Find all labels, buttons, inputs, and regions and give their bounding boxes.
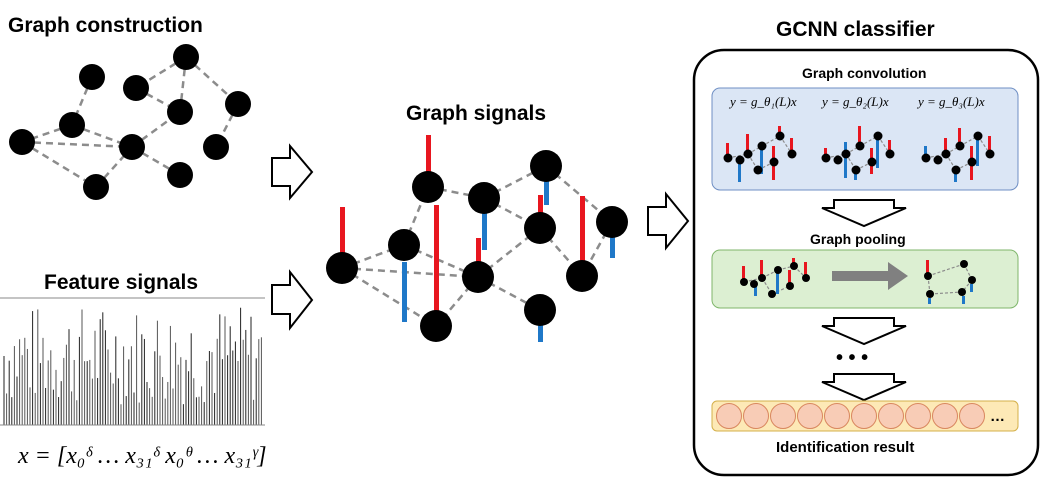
pooling-arrow	[832, 262, 908, 290]
arrow-to-output	[821, 373, 907, 402]
graph-construction-title: Graph construction	[8, 14, 203, 37]
signal-graph-nodes	[326, 150, 628, 342]
feature-signal-bars	[3, 307, 262, 425]
output-unit	[770, 403, 796, 429]
filter-formula-3: y = g_θ₃(L)x	[916, 94, 985, 109]
graph-convolution-label: Graph convolution	[802, 65, 926, 81]
graph-signals-title: Graph signals	[406, 102, 546, 125]
signal-graph	[326, 135, 628, 342]
output-unit	[932, 403, 958, 429]
feature-vector-formula: x = [x₀ᵟ … x₃₁ᵟ x₀ᶿ … x₃₁ᵞ]	[17, 443, 267, 469]
pooling-input-graph	[740, 258, 810, 298]
convolution-panel	[711, 87, 1019, 191]
filter-formula-1: y = g_θ₁(L)x	[728, 94, 797, 109]
output-ellipsis: …	[990, 408, 1005, 425]
filter-formula-2: y = g_θ₂(L)x	[820, 94, 889, 109]
gcnn-classifier-title: GCNN classifier	[776, 18, 935, 41]
more-layers-ellipsis: • • •	[836, 347, 868, 369]
output-unit	[851, 403, 877, 429]
arrow-signals-to-classifier	[647, 191, 690, 251]
convolved-graph-3	[921, 128, 995, 182]
output-unit	[905, 403, 931, 429]
constructed-graph	[9, 44, 251, 200]
output-unit	[824, 403, 850, 429]
constructed-graph-nodes	[9, 44, 251, 200]
output-unit	[716, 403, 742, 429]
signal-graph-bars	[340, 135, 615, 342]
arrow-construction-to-signals	[271, 143, 314, 201]
output-unit	[878, 403, 904, 429]
convolved-graph-2	[821, 126, 895, 180]
arrow-convolution-to-pooling	[821, 199, 907, 228]
arrow-features-to-signals	[271, 269, 314, 331]
arrow-pooling-to-more-layers	[821, 317, 907, 346]
output-unit	[959, 403, 985, 429]
identification-result-label: Identification result	[776, 439, 914, 456]
output-unit	[743, 403, 769, 429]
pooling-output-graph	[924, 260, 976, 304]
output-unit	[797, 403, 823, 429]
feature-signals-title: Feature signals	[44, 271, 198, 294]
graph-pooling-label: Graph pooling	[810, 231, 906, 247]
convolved-graph-1	[723, 126, 797, 182]
output-units	[716, 403, 985, 429]
